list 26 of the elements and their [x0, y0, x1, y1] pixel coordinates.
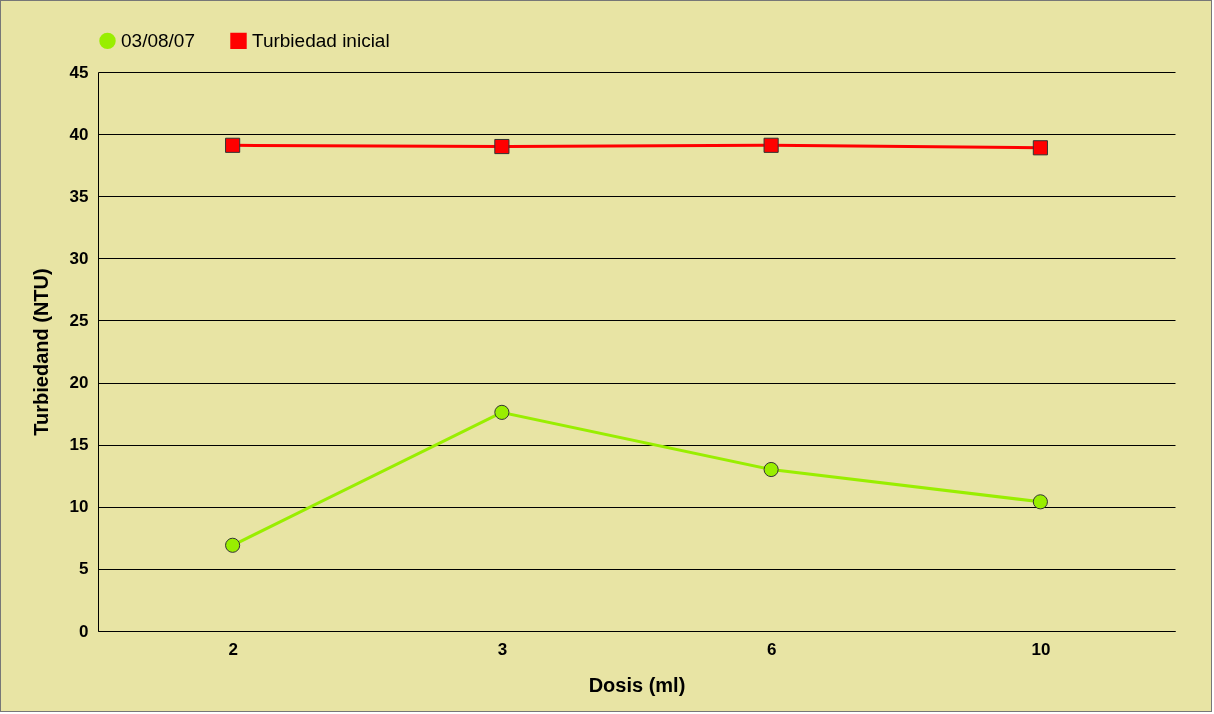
y-tick-label: 10: [69, 497, 89, 517]
y-tick-label: 30: [69, 248, 89, 268]
y-tick-label: 45: [69, 62, 89, 82]
legend-label: Turbiedad inicial: [252, 29, 390, 51]
x-axis-title: Dosis (ml): [588, 673, 686, 696]
y-tick-label: 20: [69, 373, 89, 393]
y-axis-title: Turbiedand (NTU): [29, 268, 52, 436]
point: [763, 461, 779, 478]
y-tick-label: 5: [79, 559, 89, 579]
point: [494, 404, 510, 420]
x-tick-label: 3: [497, 639, 508, 659]
legend-label: 03/08/07: [121, 29, 195, 51]
x-tick-label: 10: [1031, 639, 1051, 659]
y-tick-label: 15: [69, 435, 89, 455]
point: [1032, 494, 1048, 510]
point: [494, 138, 510, 155]
point: [763, 137, 779, 153]
y-tick-label: 40: [69, 124, 89, 144]
point: [1032, 140, 1048, 156]
x-tick-label: 2: [228, 639, 238, 659]
point: [225, 137, 241, 153]
x-tick-label: 6: [766, 639, 777, 659]
y-tick-label: 0: [79, 621, 89, 641]
y-tick-label: 25: [69, 310, 89, 330]
point: [225, 537, 241, 553]
y-tick-label: 35: [69, 186, 89, 206]
